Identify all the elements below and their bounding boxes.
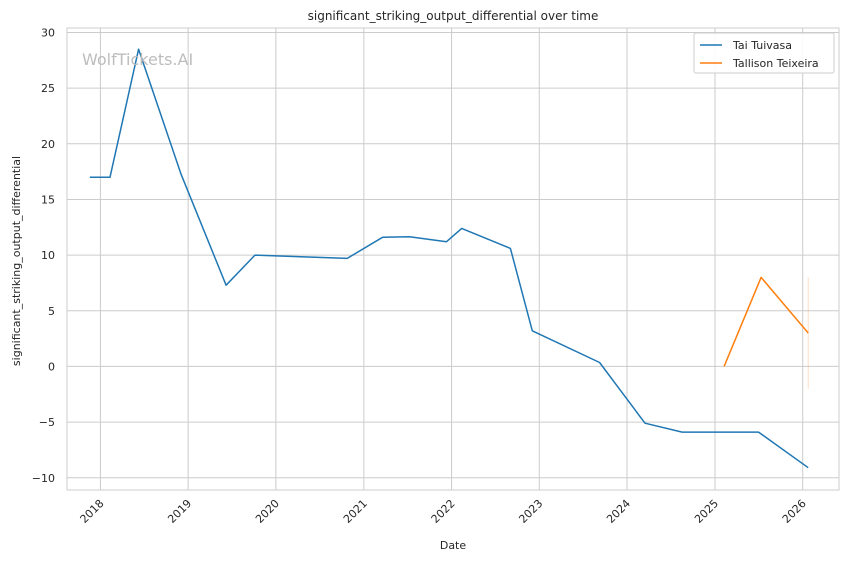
series-line-tai-tuivasa — [89, 48, 809, 469]
series-layer — [89, 48, 809, 469]
y-tick-0: 0 — [48, 360, 55, 373]
x-tick-2021: 2021 — [341, 497, 370, 526]
legend-box — [693, 32, 835, 74]
x-tick-2018: 2018 — [78, 497, 107, 526]
legend: Tai Tuivasa Tallison Teixeira — [693, 32, 835, 74]
y-tick-20: 20 — [41, 138, 55, 151]
watermark: WolfTickets.AI — [82, 50, 193, 69]
x-axis-title: Date — [440, 539, 467, 552]
y-tick-15: 15 — [41, 193, 55, 206]
x-tick-2020: 2020 — [253, 497, 282, 526]
plot-area — [67, 28, 839, 490]
x-tick-2023: 2023 — [516, 497, 545, 526]
legend-label-tai-tuivasa: Tai Tuivasa — [732, 39, 792, 52]
series-line-tallison-teixeira — [723, 276, 809, 367]
legend-label-tallison-teixeira: Tallison Teixeira — [732, 57, 819, 70]
x-tick-2019: 2019 — [165, 497, 194, 526]
x-tick-2022: 2022 — [429, 497, 458, 526]
x-tick-2024: 2024 — [604, 497, 633, 526]
y-tick-10: 10 — [41, 249, 55, 262]
x-tick-labels: 2018 2019 2020 2021 2022 2023 2024 2025 2026 — [78, 497, 809, 526]
plot-frame — [66, 27, 840, 491]
y-tick-25: 25 — [41, 82, 55, 95]
y-tick--5: −5 — [39, 416, 55, 429]
y-tick-labels: −10 −5 0 5 10 15 20 25 30 — [32, 26, 55, 484]
chart-title: significant_striking_output_differential… — [308, 9, 599, 23]
y-tick-30: 30 — [41, 26, 55, 39]
y-axis-title: significant_striking_output_differential — [10, 156, 23, 366]
grid-lines — [67, 28, 839, 490]
y-tick-5: 5 — [48, 305, 55, 318]
x-tick-2025: 2025 — [692, 497, 721, 526]
y-tick--10: −10 — [32, 472, 55, 485]
x-tick-2026: 2026 — [780, 497, 809, 526]
